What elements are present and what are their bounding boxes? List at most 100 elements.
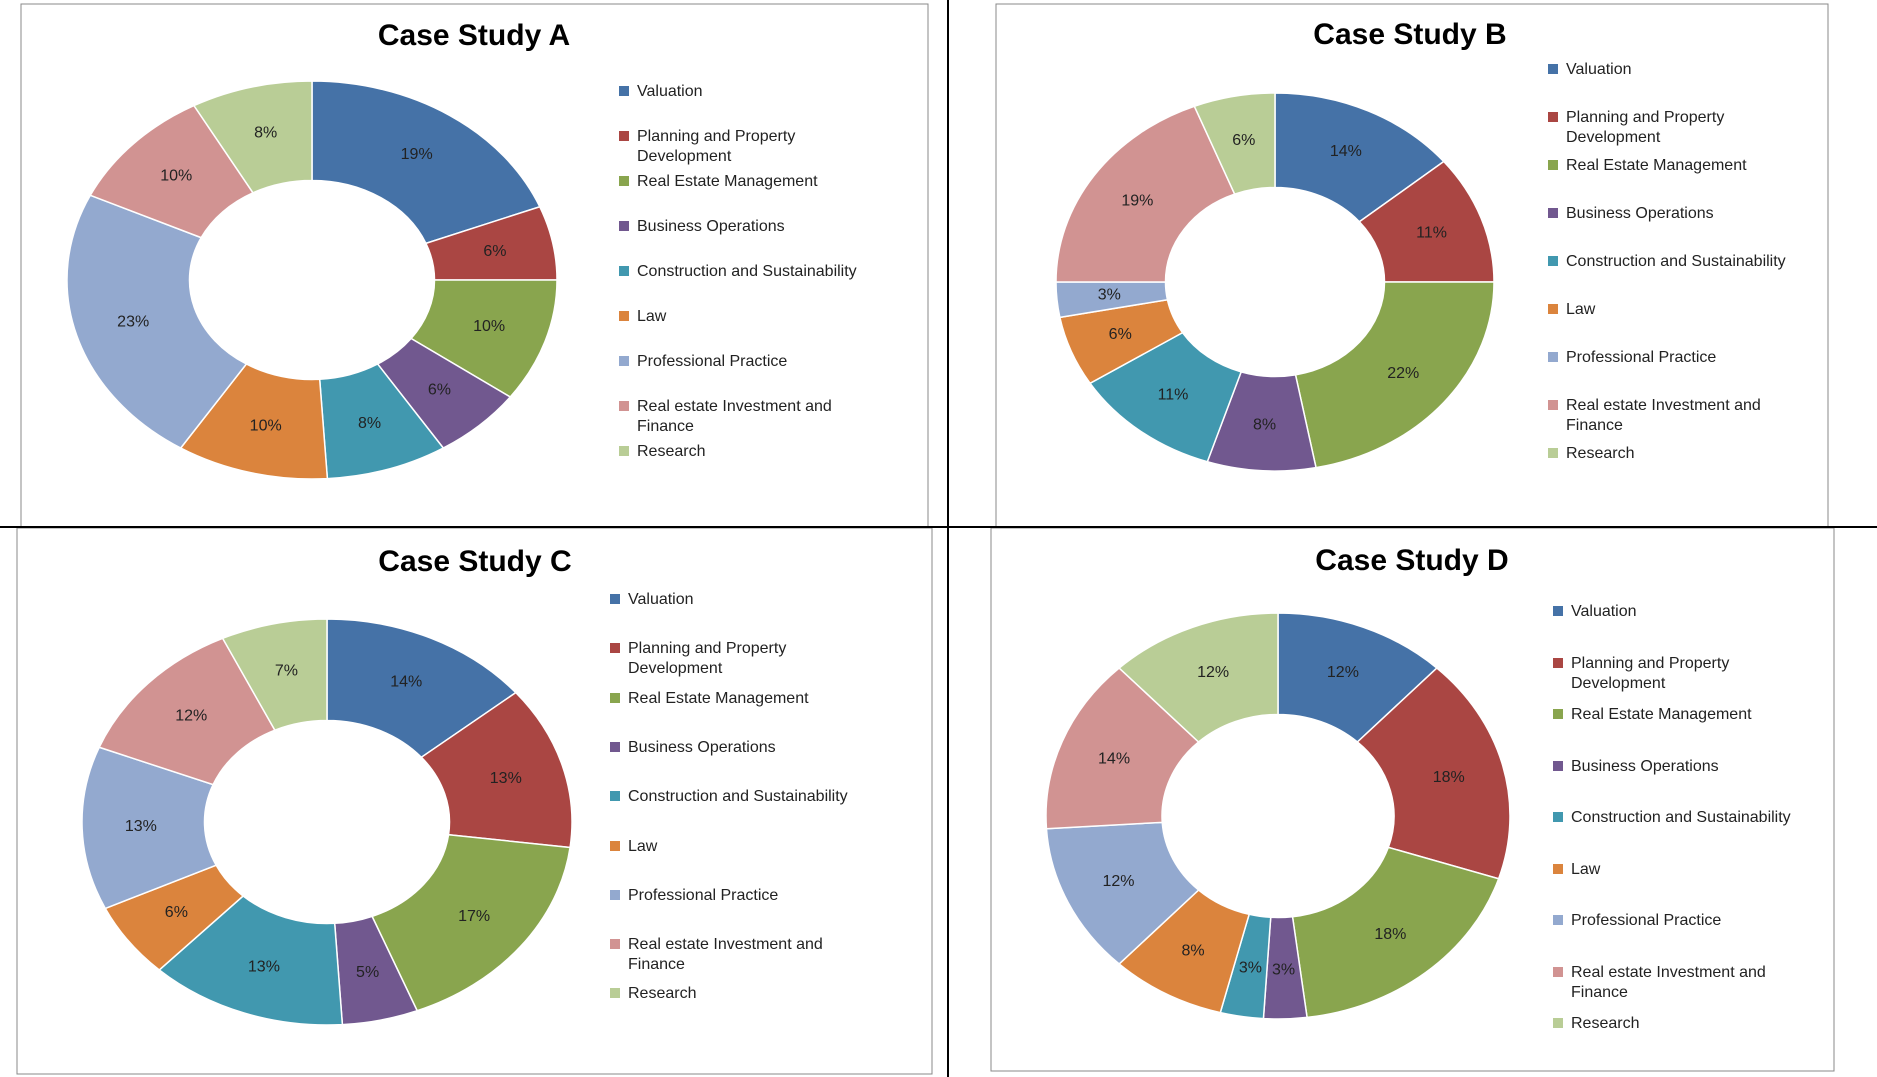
legend-swatch	[1553, 657, 1563, 668]
slice-label: 14%	[1330, 143, 1362, 160]
legend-swatch	[1548, 160, 1558, 170]
slice-label: 17%	[458, 908, 490, 925]
slice-label: 3%	[1272, 961, 1295, 978]
legend-item: Real Estate Management	[619, 172, 869, 192]
legend-item: Planning and Property Development	[610, 639, 860, 679]
slice-label: 6%	[165, 904, 188, 921]
slice-label: 13%	[248, 958, 280, 975]
legend-swatch	[1553, 709, 1563, 719]
slice-label: 6%	[1232, 132, 1255, 149]
donut-slice	[221, 618, 328, 732]
legend-label: Business Operations	[1566, 205, 1714, 222]
legend-label: Real estate Investment and Finance	[1566, 397, 1761, 434]
slice-label: 23%	[117, 313, 149, 330]
slice-label: 12%	[1102, 873, 1134, 890]
slice-label: 13%	[490, 770, 522, 787]
slice-label: 10%	[250, 418, 282, 435]
legend-label: Valuation	[1571, 603, 1637, 620]
legend-swatch	[619, 86, 629, 96]
slice-label: 10%	[473, 318, 505, 335]
legend-label: Real Estate Management	[1566, 157, 1747, 174]
legend-item: Planning and Property Development	[619, 127, 869, 167]
legend-item: Law	[1548, 300, 1798, 320]
legend-label: Business Operations	[637, 218, 785, 235]
legend-label: Professional Practice	[1566, 349, 1717, 366]
donut-slice	[371, 833, 571, 1012]
slice-label: 19%	[1121, 192, 1153, 209]
legend-item: Construction and Sustainability	[610, 787, 860, 807]
donut-slice	[1118, 612, 1279, 744]
legend-item: Real Estate Management	[610, 689, 860, 709]
legend-item: Construction and Sustainability	[1548, 252, 1798, 272]
legend-swatch	[1548, 400, 1558, 410]
slice-label: 3%	[1239, 960, 1262, 977]
legend-label: Research	[637, 443, 706, 460]
legend-label: Research	[1566, 445, 1635, 462]
legend-label: Planning and Property Development	[1571, 654, 1730, 692]
legend-item: Valuation	[1548, 60, 1798, 80]
legend-label: Law	[1566, 301, 1596, 318]
legend-label: Valuation	[628, 591, 694, 608]
slice-label: 12%	[1197, 664, 1229, 681]
legend-label: Planning and Property Development	[628, 640, 787, 678]
legend-item: Construction and Sustainability	[1553, 808, 1803, 828]
legend-item: Professional Practice	[619, 352, 869, 372]
legend-item: Valuation	[619, 82, 869, 102]
legend-swatch	[1553, 863, 1563, 874]
legend-item: Planning and Property Development	[1548, 108, 1798, 148]
slice-label: 8%	[254, 125, 277, 142]
slice-label: 22%	[1387, 365, 1419, 382]
legend-item: Law	[1553, 860, 1803, 880]
legend-label: Research	[628, 985, 697, 1003]
donut-slice	[1045, 667, 1200, 830]
slice-label: 8%	[1253, 417, 1276, 434]
legend-label: Real estate Investment and Finance	[637, 398, 832, 435]
legend-swatch	[1553, 966, 1563, 977]
slice-label: 18%	[1433, 769, 1465, 786]
legend-swatch	[610, 594, 620, 604]
legend-item: Professional Practice	[610, 886, 860, 906]
legend-swatch	[1553, 760, 1563, 771]
slice-label: 6%	[1109, 326, 1132, 343]
slice-label: 12%	[175, 708, 207, 725]
legend-item: Law	[619, 307, 869, 327]
legend-label: Real estate Investment and Finance	[628, 936, 823, 974]
legend-label: Law	[628, 837, 658, 855]
legend-label: Real Estate Management	[628, 689, 809, 707]
legend-swatch	[1553, 1018, 1563, 1028]
donut-slice	[192, 80, 313, 194]
legend-swatch	[1548, 64, 1558, 74]
chart-title: Case Study D	[1315, 544, 1508, 577]
slice-label: 6%	[483, 243, 506, 260]
legend-swatch	[1548, 448, 1558, 458]
legend-swatch	[1548, 112, 1558, 122]
legend-label: Research	[1571, 1015, 1640, 1032]
legend-label: Construction and Sustainability	[1571, 809, 1791, 826]
slice-label: 11%	[1158, 387, 1189, 404]
legend-item: Construction and Sustainability	[619, 262, 869, 282]
legend-label: Professional Practice	[637, 353, 788, 370]
legend-swatch	[1548, 352, 1558, 362]
legend-swatch	[610, 889, 620, 900]
legend-label: Law	[1571, 860, 1601, 878]
donut-slice	[311, 80, 541, 245]
slice-label: 5%	[356, 964, 379, 981]
chart-title: Case Study C	[378, 545, 571, 578]
legend-swatch	[1553, 812, 1563, 822]
legend-swatch	[610, 840, 620, 851]
legend-item: Planning and Property Development	[1553, 654, 1803, 694]
legend-label: Real Estate Management	[637, 173, 818, 190]
legend-label: Professional Practice	[628, 886, 779, 904]
legend-item: Valuation	[610, 590, 860, 610]
slice-label: 13%	[125, 818, 157, 835]
legend-swatch	[1553, 606, 1563, 616]
legend-item: Business Operations	[610, 738, 860, 758]
legend-item: Professional Practice	[1548, 348, 1798, 368]
legend-swatch	[619, 401, 629, 411]
legend-swatch	[610, 741, 620, 752]
legend-item: Research	[1548, 444, 1798, 464]
slice-label: 7%	[275, 663, 298, 680]
legend-swatch	[1548, 304, 1558, 314]
legend-item: Research	[619, 442, 869, 462]
